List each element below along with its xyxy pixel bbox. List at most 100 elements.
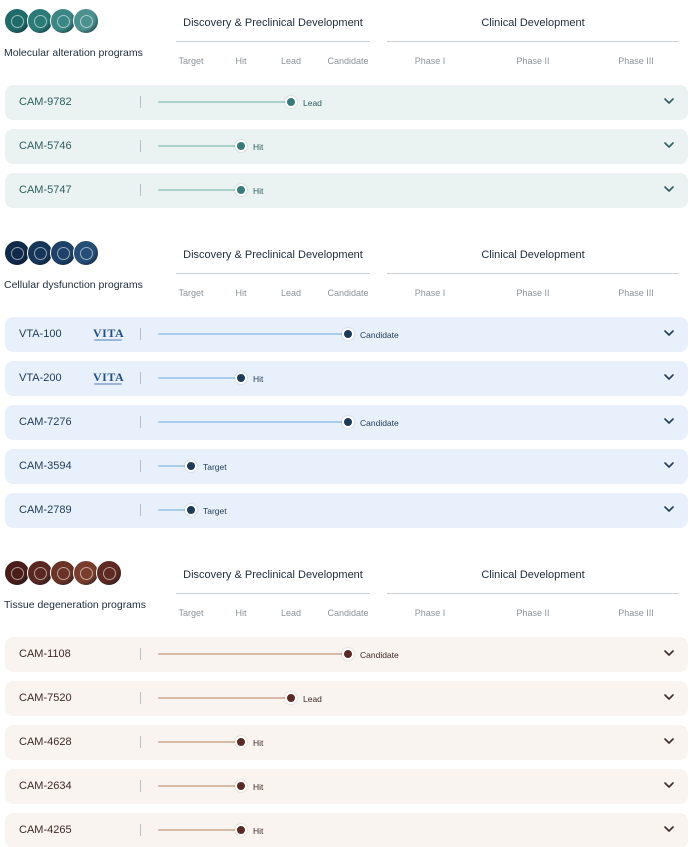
- stage-header: Hit: [235, 56, 247, 66]
- chevron-down-icon[interactable]: [662, 94, 676, 108]
- progress-marker: [342, 328, 354, 340]
- progress-stage-label: Hit: [253, 826, 264, 836]
- clinical-divider: [387, 41, 679, 42]
- progress-track: [158, 829, 241, 831]
- progress-marker: [185, 460, 197, 472]
- program-row[interactable]: CAM-5746 Hit: [5, 129, 688, 164]
- chevron-down-icon[interactable]: [662, 778, 676, 792]
- program-category-icon: [73, 8, 99, 34]
- chevron-down-icon[interactable]: [662, 182, 676, 196]
- chevron-down-icon[interactable]: [662, 138, 676, 152]
- progress-track: [158, 333, 348, 335]
- program-row[interactable]: CAM-9782 Lead: [5, 85, 688, 120]
- progress-marker: [235, 736, 247, 748]
- progress-track: [158, 377, 241, 379]
- program-name: CAM-9782: [19, 96, 72, 108]
- program-row[interactable]: CAM-2789 Target: [5, 493, 688, 528]
- program-name: CAM-7520: [19, 692, 72, 704]
- stage-header: Target: [178, 608, 204, 618]
- program-section-teal: Molecular alteration programs Discovery &…: [0, 0, 696, 217]
- chevron-down-icon[interactable]: [662, 326, 676, 340]
- row-divider: [140, 372, 141, 384]
- program-name: CAM-3594: [19, 460, 72, 472]
- chevron-down-icon[interactable]: [662, 502, 676, 516]
- vita-logo-underline: [94, 383, 122, 385]
- program-name: VTA-100: [19, 328, 62, 340]
- progress-track: [158, 189, 241, 191]
- stage-header: Phase III: [618, 56, 654, 66]
- chevron-down-icon[interactable]: [662, 822, 676, 836]
- progress-track: [158, 785, 241, 787]
- row-divider: [140, 416, 141, 428]
- program-name: CAM-5746: [19, 140, 72, 152]
- progress-stage-label: Hit: [253, 374, 264, 384]
- stage-header: Phase I: [414, 56, 446, 66]
- section-header: Tissue degeneration programs Discovery & …: [0, 552, 696, 628]
- row-divider: [140, 504, 141, 516]
- progress-track: [158, 421, 348, 423]
- program-category-icon: [27, 8, 53, 34]
- progress-stage-label: Hit: [253, 142, 264, 152]
- chevron-down-icon[interactable]: [662, 414, 676, 428]
- program-name: CAM-4265: [19, 824, 72, 836]
- program-row[interactable]: CAM-7520 Lead: [5, 681, 688, 716]
- stage-header: Target: [178, 56, 204, 66]
- program-name: CAM-2789: [19, 504, 72, 516]
- program-row[interactable]: CAM-4265 Hit: [5, 813, 688, 847]
- row-divider: [140, 648, 141, 660]
- row-divider: [140, 328, 141, 340]
- row-divider: [140, 824, 141, 836]
- row-divider: [140, 96, 141, 108]
- program-row[interactable]: VTA-100 VITA Candidate: [5, 317, 688, 352]
- section-title: Tissue degeneration programs: [4, 599, 147, 611]
- chevron-down-icon[interactable]: [662, 370, 676, 384]
- program-row[interactable]: VTA-200 VITA Hit: [5, 361, 688, 396]
- stage-header: Phase II: [516, 56, 550, 66]
- program-row[interactable]: CAM-5747 Hit: [5, 173, 688, 208]
- chevron-down-icon[interactable]: [662, 458, 676, 472]
- progress-marker: [235, 140, 247, 152]
- progress-track: [158, 509, 191, 511]
- stage-header: Candidate: [327, 608, 369, 618]
- row-divider: [140, 780, 141, 792]
- program-row[interactable]: CAM-3594 Target: [5, 449, 688, 484]
- stage-header: Lead: [280, 288, 302, 298]
- progress-track: [158, 465, 191, 467]
- program-category-icon: [73, 240, 99, 266]
- progress-marker: [235, 184, 247, 196]
- row-divider: [140, 692, 141, 704]
- progress-track: [158, 145, 241, 147]
- stage-header: Phase III: [618, 608, 654, 618]
- stage-header: Hit: [235, 288, 247, 298]
- stage-header: Candidate: [327, 288, 369, 298]
- program-row[interactable]: CAM-7276 Candidate: [5, 405, 688, 440]
- chevron-down-icon[interactable]: [662, 646, 676, 660]
- chevron-down-icon[interactable]: [662, 690, 676, 704]
- program-category-icon: [96, 560, 122, 586]
- stage-header: Target: [178, 288, 204, 298]
- progress-stage-label: Hit: [253, 738, 264, 748]
- clinical-group-header: Clinical Development: [481, 569, 585, 581]
- row-divider: [140, 140, 141, 152]
- progress-marker: [235, 780, 247, 792]
- progress-marker: [185, 504, 197, 516]
- section-icon-group: [4, 560, 122, 590]
- program-category-icon: [50, 8, 76, 34]
- discovery-group-header: Discovery & Preclinical Development: [183, 569, 363, 581]
- progress-track: [158, 101, 291, 103]
- discovery-group-header: Discovery & Preclinical Development: [183, 17, 363, 29]
- stage-header: Phase I: [414, 608, 446, 618]
- clinical-group-header: Clinical Development: [481, 17, 585, 29]
- progress-marker: [342, 648, 354, 660]
- program-category-icon: [4, 8, 30, 34]
- program-row[interactable]: CAM-2634 Hit: [5, 769, 688, 804]
- program-row[interactable]: CAM-1108 Candidate: [5, 637, 688, 672]
- program-section-brown: Tissue degeneration programs Discovery & …: [0, 552, 696, 847]
- clinical-divider: [387, 593, 679, 594]
- discovery-divider: [176, 273, 370, 274]
- program-name: CAM-1108: [19, 648, 71, 660]
- program-name: CAM-2634: [19, 780, 72, 792]
- stage-header: Candidate: [327, 56, 369, 66]
- program-row[interactable]: CAM-4628 Hit: [5, 725, 688, 760]
- chevron-down-icon[interactable]: [662, 734, 676, 748]
